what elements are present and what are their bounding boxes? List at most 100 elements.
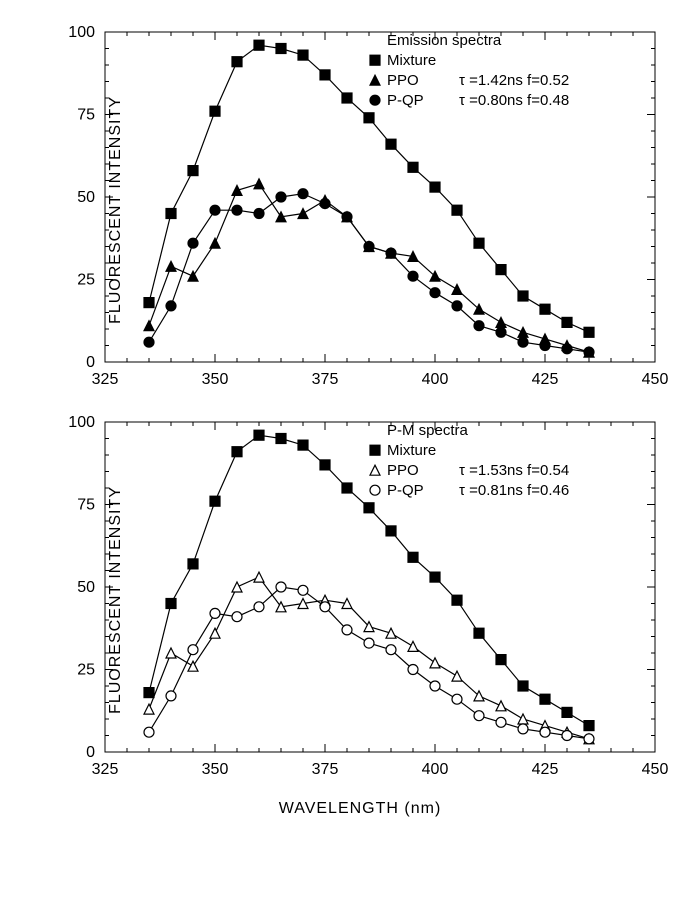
series-marker: [342, 93, 352, 103]
panel-top-wrap: FLUORESCENT INTENSITY 325350375400425450…: [10, 20, 670, 400]
series-marker: [166, 599, 176, 609]
series-marker: [364, 113, 374, 123]
legend-params: τ =1.53ns f=0.54: [459, 462, 569, 479]
series-marker: [254, 602, 264, 612]
series-marker: [452, 694, 462, 704]
xlabel: WAVELENGTH (nm): [50, 800, 670, 818]
panel-title: Emission spectra: [387, 32, 502, 49]
series-marker: [232, 57, 242, 67]
series-marker: [210, 106, 220, 116]
series-marker: [496, 327, 506, 337]
figure: FLUORESCENT INTENSITY 325350375400425450…: [0, 0, 700, 838]
panel-title: P-M spectra: [387, 422, 469, 439]
series-marker: [210, 628, 220, 638]
series-marker: [474, 628, 484, 638]
xtick-label: 375: [312, 371, 339, 388]
series-marker: [254, 179, 264, 189]
series-marker: [562, 707, 572, 717]
series-marker: [276, 434, 286, 444]
series-marker: [452, 284, 462, 294]
series-marker: [408, 552, 418, 562]
series-marker: [254, 572, 264, 582]
plot-frame: [105, 422, 655, 752]
series-marker: [430, 658, 440, 668]
series-marker: [408, 641, 418, 651]
series-marker: [452, 671, 462, 681]
series-marker: [584, 721, 594, 731]
series-marker: [408, 271, 418, 281]
series-marker: [298, 50, 308, 60]
series-marker: [386, 645, 396, 655]
series-marker: [320, 70, 330, 80]
series-marker: [540, 694, 550, 704]
series-marker: [496, 701, 506, 711]
series-marker: [232, 205, 242, 215]
series-marker: [320, 460, 330, 470]
series-marker: [386, 628, 396, 638]
legend-label: Mixture: [387, 52, 436, 69]
xtick-label: 400: [422, 371, 449, 388]
series-marker: [474, 238, 484, 248]
series-marker: [496, 717, 506, 727]
xtick-label: 425: [532, 761, 559, 778]
legend-marker: [370, 485, 380, 495]
legend-marker: [370, 465, 380, 475]
series-marker: [364, 242, 374, 252]
legend-marker: [370, 55, 380, 65]
ylabel-bottom: FLUORESCENT INTENSITY: [107, 486, 125, 714]
legend-label: P-QP: [387, 482, 424, 499]
plot-frame: [105, 32, 655, 362]
series-marker: [342, 483, 352, 493]
series-marker: [430, 572, 440, 582]
ytick-label: 25: [77, 662, 95, 679]
series-marker: [210, 238, 220, 248]
series-marker: [254, 209, 264, 219]
series-marker: [496, 265, 506, 275]
series-marker: [166, 209, 176, 219]
series-marker: [144, 727, 154, 737]
ytick-label: 50: [77, 189, 95, 206]
series-marker: [518, 724, 528, 734]
series-marker: [210, 205, 220, 215]
ytick-label: 100: [68, 24, 95, 41]
series-marker: [474, 321, 484, 331]
series-marker: [166, 691, 176, 701]
series-marker: [518, 714, 528, 724]
legend-params: τ =1.42ns f=0.52: [459, 72, 569, 89]
series-marker: [144, 298, 154, 308]
series-marker: [166, 648, 176, 658]
series-marker: [386, 526, 396, 536]
series-marker: [430, 288, 440, 298]
series-marker: [562, 344, 572, 354]
series-marker: [496, 655, 506, 665]
series-marker: [188, 271, 198, 281]
chart-panel-bottom: 3253503754004254500255075100P-M spectraM…: [50, 410, 670, 790]
ytick-label: 25: [77, 272, 95, 289]
series-marker: [298, 585, 308, 595]
series-marker: [452, 301, 462, 311]
series-marker: [276, 192, 286, 202]
series-marker: [232, 447, 242, 457]
series-marker: [276, 582, 286, 592]
series-marker: [408, 665, 418, 675]
legend-label: PPO: [387, 462, 419, 479]
series-marker: [232, 185, 242, 195]
series-marker: [166, 301, 176, 311]
legend-marker: [370, 75, 380, 85]
legend-marker: [370, 95, 380, 105]
series-marker: [518, 327, 528, 337]
panel-bottom-wrap: FLUORESCENT INTENSITY 325350375400425450…: [10, 410, 670, 790]
series-marker: [342, 212, 352, 222]
ytick-label: 75: [77, 497, 95, 514]
series-marker: [210, 608, 220, 618]
legend-marker: [370, 445, 380, 455]
series-marker: [188, 238, 198, 248]
series-marker: [386, 248, 396, 258]
ytick-label: 75: [77, 107, 95, 124]
legend-params: τ =0.81ns f=0.46: [459, 482, 569, 499]
series-marker: [518, 681, 528, 691]
series-marker: [144, 321, 154, 331]
series-marker: [364, 638, 374, 648]
series-marker: [298, 189, 308, 199]
xtick-label: 325: [92, 761, 119, 778]
